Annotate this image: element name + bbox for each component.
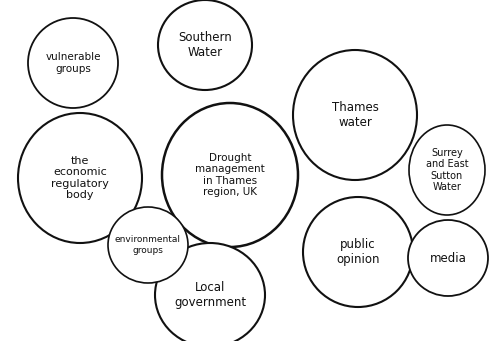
Ellipse shape: [28, 18, 118, 108]
Ellipse shape: [108, 207, 188, 283]
Ellipse shape: [409, 125, 485, 215]
Text: the
economic
regulatory
body: the economic regulatory body: [51, 155, 109, 201]
Ellipse shape: [303, 197, 413, 307]
Ellipse shape: [158, 0, 252, 90]
Ellipse shape: [155, 243, 265, 341]
Text: public
opinion: public opinion: [336, 238, 380, 266]
Text: vulnerable
groups: vulnerable groups: [45, 52, 101, 74]
Text: Thames
water: Thames water: [331, 101, 378, 129]
Text: environmental
groups: environmental groups: [115, 235, 181, 255]
Text: Surrey
and East
Sutton
Water: Surrey and East Sutton Water: [426, 148, 469, 192]
Ellipse shape: [162, 103, 298, 247]
Text: Drought
management
in Thames
region, UK: Drought management in Thames region, UK: [195, 153, 265, 197]
Ellipse shape: [408, 220, 488, 296]
Ellipse shape: [293, 50, 417, 180]
Ellipse shape: [18, 113, 142, 243]
Text: Local
government: Local government: [174, 281, 246, 309]
Text: Southern
Water: Southern Water: [178, 31, 232, 59]
Text: media: media: [430, 252, 467, 265]
